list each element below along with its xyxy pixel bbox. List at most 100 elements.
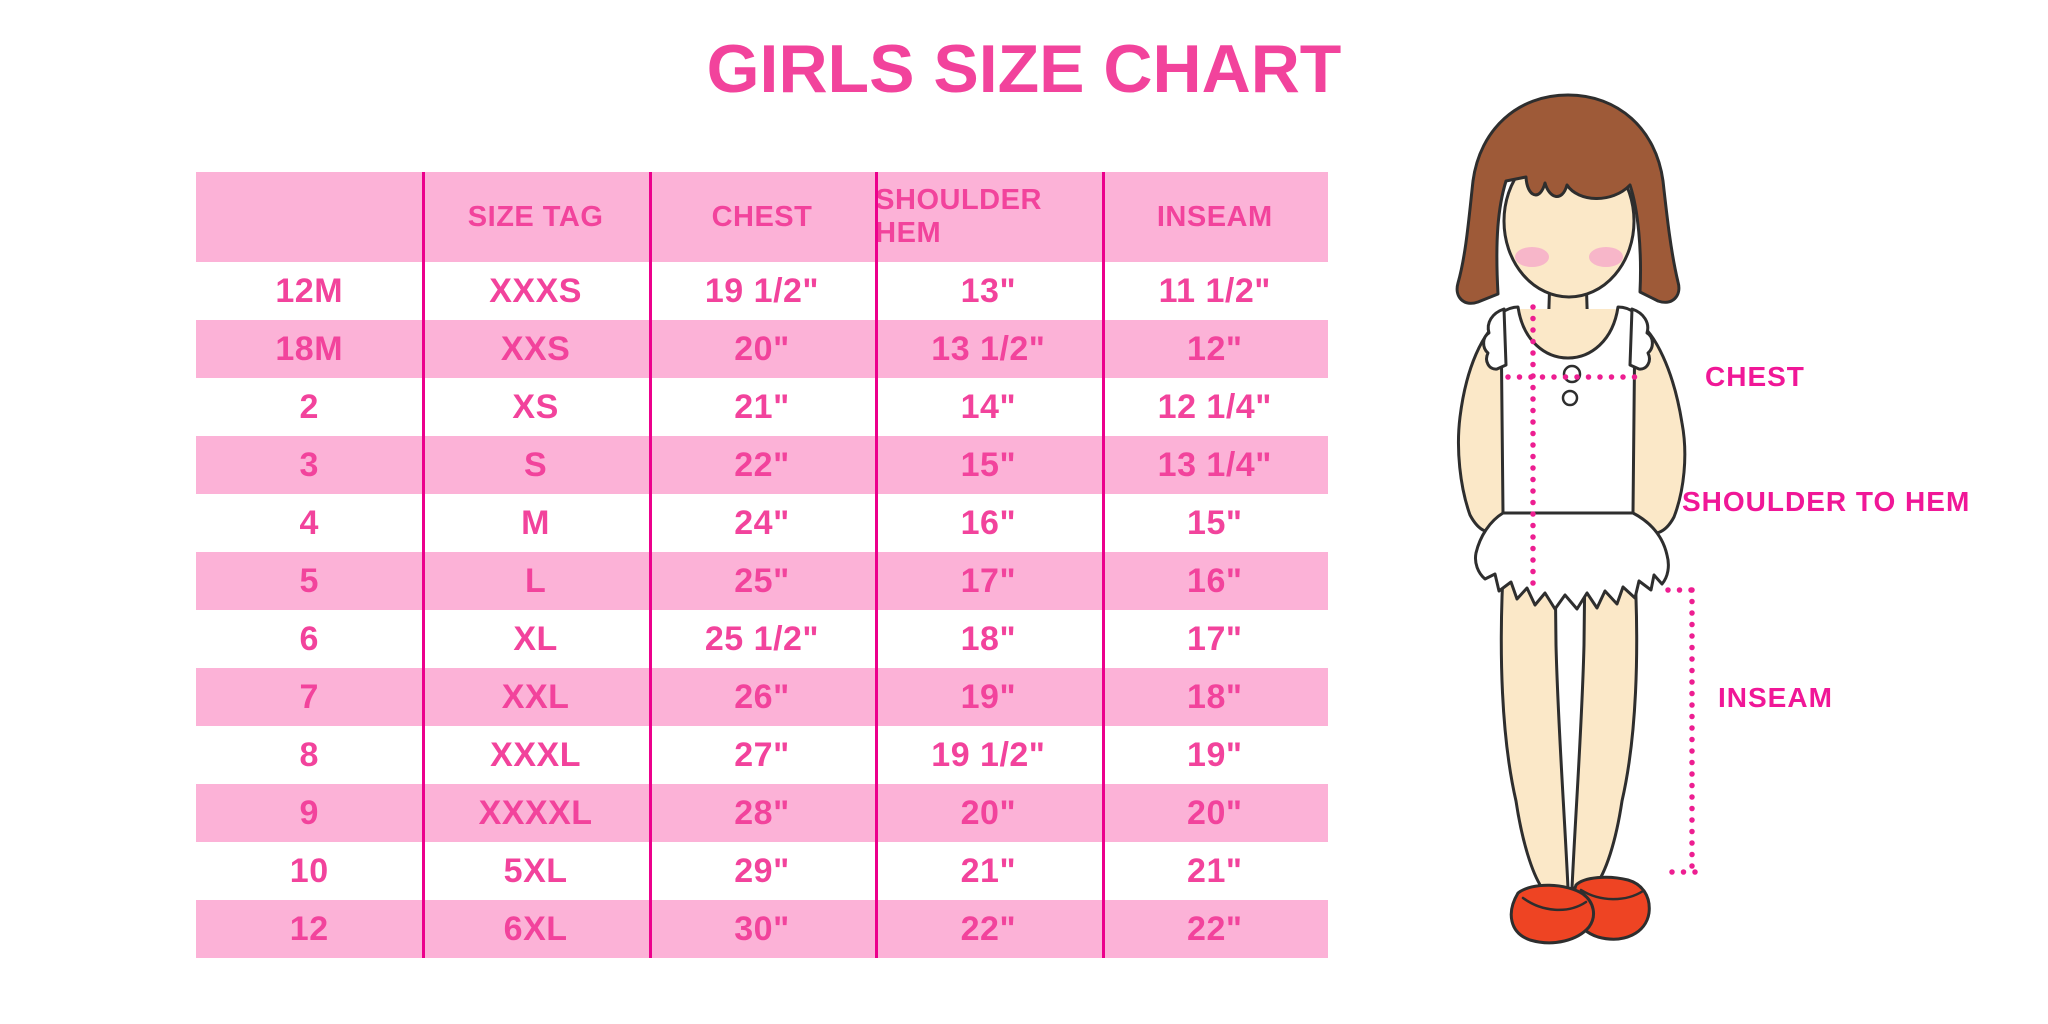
chest-skin — [1516, 309, 1620, 360]
table-body: 12M XXXS 19 1/2" 13" 11 1/2" 18M XXS 20" 13 1/2"… — [196, 262, 1328, 958]
left-shoe-strap — [1521, 896, 1588, 912]
table-cell: XXXXL — [478, 793, 593, 832]
column-divider-line — [875, 172, 879, 958]
table-cell: 5 — [299, 561, 319, 600]
left-shoe — [1509, 883, 1596, 945]
inseam-label: INSEAM — [1718, 682, 1833, 713]
table-cell: 15" — [1187, 503, 1243, 542]
table-cell: XL — [513, 619, 558, 658]
left-leg — [1499, 553, 1570, 890]
column-divider-line — [648, 172, 652, 958]
table-header-cell-chest: CHEST — [711, 200, 813, 233]
table-header-cell-size-tag: SIZE TAG — [467, 200, 604, 233]
dress-ruffle-right — [1628, 307, 1654, 371]
table-cell: XS — [512, 387, 559, 426]
table-cell: 3 — [299, 445, 319, 484]
column-divider-line — [422, 172, 426, 958]
table-cell: XXXS — [489, 271, 582, 310]
table-cell: M — [521, 503, 550, 542]
chest-label: CHEST — [1705, 361, 1805, 392]
table-cell: 13 1/2" — [931, 329, 1046, 368]
table-cell: 22" — [960, 909, 1017, 948]
table-cell: 6 — [299, 619, 319, 658]
table-cell: 10 — [289, 851, 329, 890]
table-row: 12 6XL 30" 22" 22" — [196, 900, 1328, 958]
table-cell: 30" — [734, 909, 790, 948]
blush-cheeks — [1515, 247, 1623, 267]
table-row: 3 S 22" 15" 13 1/4" — [196, 436, 1328, 494]
table-cell: 12" — [1187, 329, 1243, 368]
table-cell: 29" — [734, 851, 790, 890]
table-cell: 12 1/4" — [1157, 387, 1272, 426]
table-cell: 18" — [960, 619, 1017, 658]
table-cell: 25 1/2" — [704, 619, 820, 658]
table-cell: 25" — [734, 561, 790, 600]
size-chart-table: SIZE TAG CHEST SHOULDER HEM INSEAM 12M XX… — [196, 172, 1328, 958]
table-cell: 19 1/2" — [704, 271, 820, 310]
table-row: 7 XXL 26" 19" 18" — [196, 668, 1328, 726]
table-cell: 18M — [275, 329, 344, 368]
table-cell: 13 1/4" — [1157, 445, 1272, 484]
table-cell: 21" — [960, 851, 1017, 890]
table-row: 2 XS 21" 14" 12 1/4" — [196, 378, 1328, 436]
table-cell: 12 — [289, 909, 329, 948]
table-cell: XXL — [501, 677, 570, 716]
table-cell: 18" — [1187, 677, 1243, 716]
table-cell: 9 — [299, 793, 319, 832]
table-cell: 17" — [1187, 619, 1243, 658]
table-cell: 17" — [960, 561, 1017, 600]
table-cell: 19" — [960, 677, 1017, 716]
table-cell: L — [524, 561, 547, 600]
table-cell: 19" — [1187, 735, 1243, 774]
table-header-cell-shoulder-hem: SHOULDER HEM — [875, 184, 1042, 249]
table-cell: 21" — [1187, 851, 1243, 890]
table-cell: 20" — [960, 793, 1017, 832]
table-cell: 5XL — [503, 851, 568, 890]
table-cell: 22" — [1187, 909, 1243, 948]
dress-button-bottom — [1561, 389, 1579, 407]
table-cell: 26" — [734, 677, 790, 716]
dress-ruffle-left — [1482, 307, 1508, 371]
hair — [1455, 93, 1681, 305]
table-cell: 20" — [1187, 793, 1243, 832]
table-cell: 28" — [734, 793, 790, 832]
table-cell: S — [523, 445, 548, 484]
measurement-lines — [1505, 304, 1705, 875]
table-cell: XXS — [500, 329, 571, 368]
dress-skirt — [1474, 511, 1670, 611]
table-row: 9 XXXXL 28" 20" 20" — [196, 784, 1328, 842]
dress-bodice — [1499, 305, 1637, 515]
table-cell: 11 1/2" — [1158, 271, 1271, 310]
table-cell: XXXL — [490, 735, 581, 774]
table-cell: 7 — [299, 677, 319, 716]
column-divider-line — [1101, 172, 1105, 958]
table-cell: 20" — [734, 329, 790, 368]
table-header-cell-blank — [196, 172, 422, 262]
table-header-row: SIZE TAG CHEST SHOULDER HEM INSEAM — [196, 172, 1328, 262]
girl-illustration — [1455, 93, 1705, 945]
table-cell: 4 — [299, 503, 319, 542]
table-row: 18M XXS 20" 13 1/2" 12" — [196, 320, 1328, 378]
right-leg — [1570, 553, 1639, 890]
table-cell: 8 — [299, 735, 319, 774]
table-cell: 22" — [734, 445, 790, 484]
table-cell: 6XL — [503, 909, 568, 948]
table-cell: 16" — [960, 503, 1017, 542]
table-cell: 2 — [299, 387, 319, 426]
page-title: GIRLS SIZE CHART — [706, 31, 1342, 107]
table-row: 6 XL 25 1/2" 18" 17" — [196, 610, 1328, 668]
table-header-cell-inseam: INSEAM — [1156, 200, 1273, 233]
table-row: 8 XXXL 27" 19 1/2" 19" — [196, 726, 1328, 784]
table-row: 4 M 24" 16" 15" — [196, 494, 1328, 552]
table-cell: 27" — [734, 735, 790, 774]
shoulder-to-hem-label: SHOULDER TO HEM — [1682, 486, 1971, 517]
table-cell: 16" — [1187, 561, 1243, 600]
table-cell: 21" — [734, 387, 790, 426]
table-cell: 15" — [960, 445, 1017, 484]
table-row: 5 L 25" 17" 16" — [196, 552, 1328, 610]
table-row: 10 5XL 29" 21" 21" — [196, 842, 1328, 900]
right-shoe-strap — [1579, 888, 1645, 901]
table-cell: 12M — [275, 271, 344, 310]
table-row: 12M XXXS 19 1/2" 13" 11 1/2" — [196, 262, 1328, 320]
